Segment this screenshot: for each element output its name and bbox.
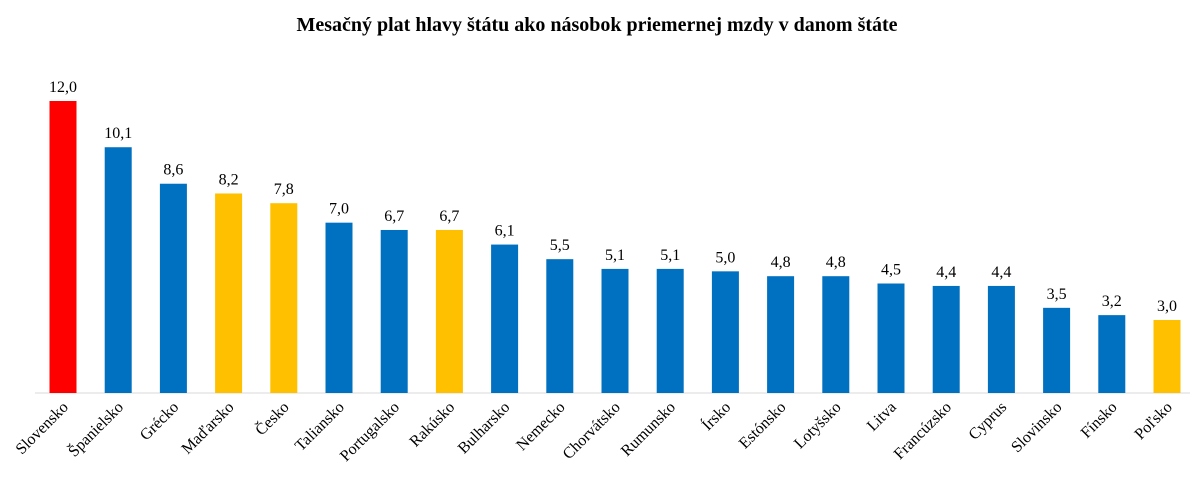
- value-label: 4,4: [936, 264, 956, 281]
- value-label: 3,2: [1102, 293, 1122, 310]
- value-label: 6,1: [495, 223, 515, 240]
- value-label: 4,5: [881, 262, 901, 279]
- x-tick-label: Lotyšsko: [791, 399, 845, 453]
- value-label: 4,8: [771, 254, 791, 271]
- x-tick-label: Poľsko: [1132, 399, 1176, 443]
- value-label: 8,2: [219, 171, 239, 188]
- x-tick-label: Slovinsko: [1008, 399, 1065, 456]
- x-tick-label: Rumunsko: [618, 399, 679, 460]
- value-label: 4,8: [826, 254, 846, 271]
- bar: [435, 229, 463, 393]
- bar: [711, 271, 739, 393]
- x-tick-label: Maďarsko: [179, 399, 238, 458]
- bar: [49, 101, 77, 393]
- x-tick-label: Fínsko: [1078, 399, 1121, 442]
- bar: [325, 222, 353, 393]
- value-label: 7,8: [274, 181, 294, 198]
- bar: [491, 244, 519, 393]
- bar: [270, 203, 298, 393]
- bar: [767, 276, 795, 393]
- x-tick-label: Estónsko: [736, 399, 790, 453]
- bar: [1098, 315, 1126, 393]
- x-tick-label: Česko: [251, 397, 293, 439]
- value-label: 12,0: [49, 79, 77, 96]
- bar: [656, 268, 684, 393]
- bar: [601, 268, 629, 393]
- bar: [159, 183, 187, 393]
- value-label: 3,0: [1157, 298, 1177, 315]
- bar: [1153, 320, 1181, 393]
- value-label: 5,1: [605, 247, 625, 264]
- x-tick-label: Nemecko: [513, 399, 568, 454]
- x-tick-label: Portugalsko: [337, 399, 403, 465]
- value-label: 5,0: [715, 249, 735, 266]
- bar: [932, 285, 960, 393]
- chart-title: Mesačný plat hlavy štátu ako násobok pri…: [296, 14, 897, 36]
- value-label: 8,6: [163, 162, 183, 179]
- x-tick-label: Rakúsko: [407, 399, 459, 451]
- bar: [104, 147, 132, 393]
- value-label: 4,4: [991, 264, 1011, 281]
- x-tick-label: Írsko: [698, 397, 735, 434]
- bar: [987, 285, 1015, 393]
- x-tick-label: Chorvátsko: [560, 399, 624, 463]
- x-tick-label: Taliansko: [292, 399, 348, 455]
- value-label: 5,1: [660, 247, 680, 264]
- x-tick-label: Francúzsko: [891, 399, 955, 463]
- bar: [1043, 307, 1071, 393]
- bar: [380, 229, 408, 393]
- value-label: 3,5: [1047, 286, 1067, 303]
- x-tick-label: Slovensko: [13, 399, 72, 458]
- value-label: 10,1: [104, 125, 132, 142]
- value-label: 5,5: [550, 237, 570, 254]
- value-label: 7,0: [329, 201, 349, 218]
- value-label: 6,7: [384, 208, 404, 225]
- bar: [822, 276, 850, 393]
- bar: [546, 259, 574, 393]
- bar: [877, 283, 905, 393]
- x-tick-label: Španielsko: [64, 397, 127, 460]
- x-tick-label: Bulharsko: [455, 399, 514, 458]
- x-tick-label: Cyprus: [966, 399, 1011, 444]
- x-tick-label: Grécko: [137, 399, 182, 444]
- value-label: 6,7: [439, 208, 459, 225]
- x-tick-label: Litva: [864, 399, 900, 435]
- bar: [215, 193, 243, 393]
